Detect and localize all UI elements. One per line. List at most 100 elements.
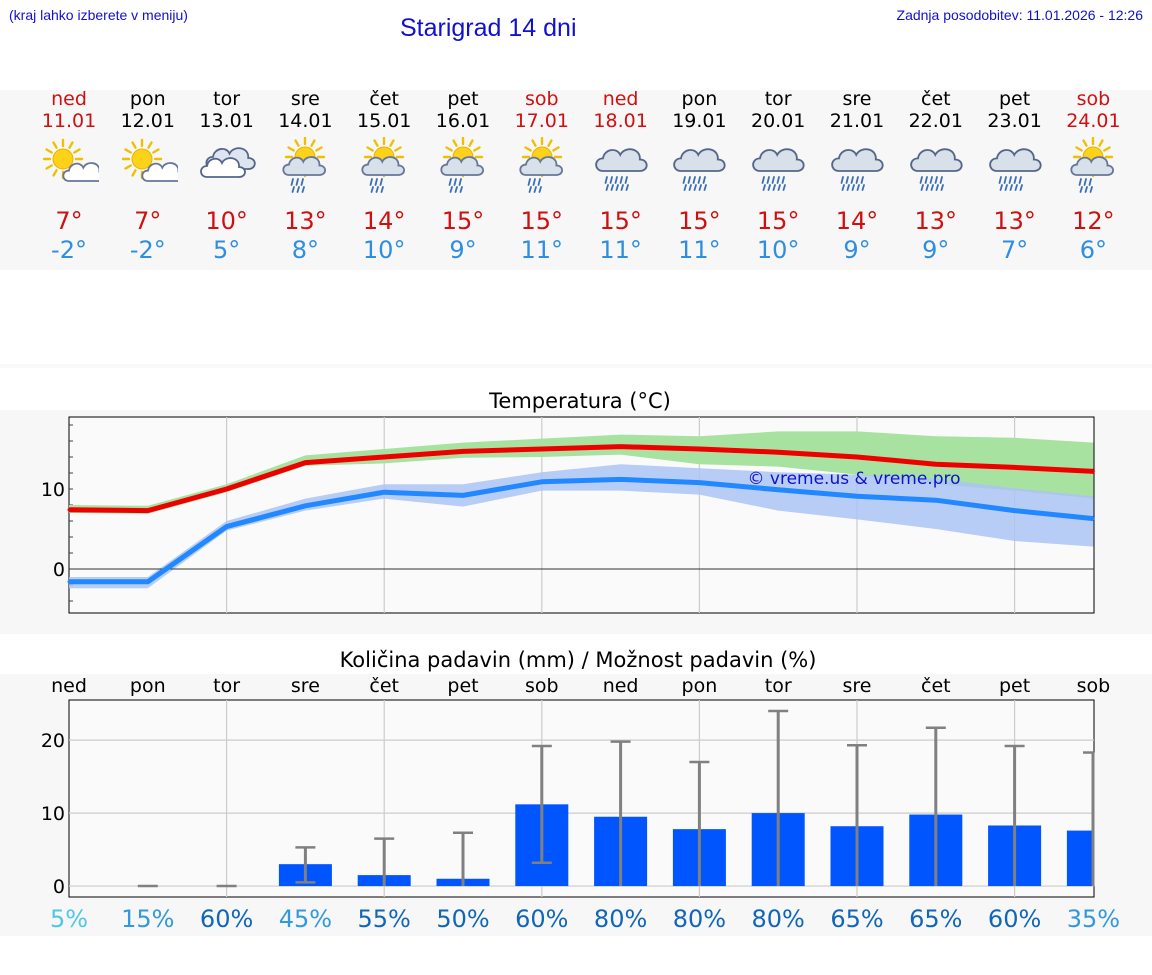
day-forecast: čet 22.01 13° 9° [896,88,976,265]
max-temperature-point [1091,469,1095,473]
day-forecast: čet 15.01 14° 10° [344,88,424,265]
precipitation-probability: 80% [752,905,805,933]
day-forecast: ned 11.01 7° -2° [29,88,109,265]
x-tick-label: pet [447,675,478,697]
max-temperature-point [1013,465,1017,469]
day-name: tor [213,88,241,110]
sun-rain-icon [344,137,424,207]
min-temperature-point [697,481,701,485]
precipitation-probability: 80% [673,905,726,933]
max-temperature-point [855,455,859,459]
temperature-chart-title: Temperatura (°C) [488,389,671,413]
cloudy-icon [187,137,267,207]
day-forecast: pon 12.01 7° -2° [108,88,188,265]
x-tick-label: tor [213,675,240,697]
day-forecast: sob 24.01 12° 6° [1053,88,1133,265]
forecast-band [0,90,1152,270]
x-tick-label: čet [921,675,951,697]
page-title: Starigrad 14 dni [400,14,577,42]
day-name: sre [290,88,320,110]
max-range-band [69,431,1094,514]
min-temperature: 9° [843,236,871,264]
y-tick-label: 10 [41,479,65,501]
max-temperature-point [697,447,701,451]
y-tick-label: 0 [53,876,65,898]
min-temperature-point [934,498,938,502]
day-forecast: sre 21.01 14° 9° [817,88,897,265]
min-temperature-point [146,580,150,584]
min-temperature: -2° [51,236,87,264]
day-name: čet [921,88,951,110]
min-temperature: 11° [678,236,721,264]
max-temperature-point [776,450,780,454]
day-date: 18.01 [593,110,648,132]
max-temperature: 13° [284,207,327,235]
precipitation-probability: 35% [1067,905,1120,933]
max-temperature: 12° [1072,207,1115,235]
max-temperature: 14° [362,207,406,235]
max-temperature: 15° [441,207,485,235]
max-temperature-point [67,508,71,512]
sun-cloud-icon [108,137,188,207]
min-temperature-point [619,477,623,481]
min-temperature: 11° [520,236,564,264]
precipitation-probability: 55% [358,905,411,933]
max-temperature: 15° [756,207,800,235]
day-name: sre [842,88,872,110]
day-forecast: sob 17.01 15° 11° [502,88,582,265]
precipitation-probability: 15% [121,905,174,933]
x-tick-label: tor [765,675,792,697]
max-temperature: 14° [835,207,879,235]
day-date: 13.01 [199,110,254,132]
x-tick-label: ned [603,675,639,697]
min-temperature-point [67,580,71,584]
sun-cloud-icon [29,137,109,207]
min-temperature-point [461,493,465,497]
max-temperature: 15° [599,207,642,235]
rain-cloud-icon [581,137,661,207]
y-tick-label: 0 [53,559,65,581]
min-temperature-point [855,494,859,498]
sun-rain-icon [265,137,345,207]
day-forecast: sre 14.01 13° 8° [265,88,345,265]
last-updated: Zadnja posodobitev: 11.01.2026 - 12:26 [896,7,1143,23]
day-name: pet [447,88,479,110]
max-temperature-point [225,487,229,491]
day-name: pet [998,88,1031,110]
day-date: 16.01 [435,110,491,132]
max-temperature-point [934,462,938,466]
min-temperature: 8° [291,236,320,264]
y-tick-label: 20 [41,730,65,752]
min-temperature: 9° [922,236,950,264]
min-temperature: 11° [599,236,642,264]
day-date: 11.01 [41,110,97,132]
precipitation-chart: Količina padavin (mm) / Možnost padavin … [41,648,1120,933]
min-temperature-line [69,476,1094,585]
rain-cloud-icon [896,137,976,207]
rain-cloud-icon [738,137,818,207]
day-name: ned [51,88,87,110]
x-tick-label: sre [843,675,872,697]
max-temperature-point [382,455,386,459]
day-date: 24.01 [1066,110,1121,132]
precipitation-probability: 60% [988,905,1041,933]
precipitation-probability: 60% [515,905,568,933]
x-tick-label: čet [369,675,399,697]
day-date: 21.01 [829,110,885,132]
sun-rain-icon [1053,137,1133,207]
rain-cloud-icon [817,137,897,207]
location-menu-hint[interactable]: (kraj lahko izberete v meniju) [9,7,188,23]
x-tick-label: sre [291,675,320,697]
min-temperature: -2° [129,236,166,264]
day-forecast: tor 13.01 10° 5° [187,88,267,265]
day-name: tor [764,88,792,110]
max-temperature: 7° [55,207,83,235]
max-temperature-line [68,444,1094,514]
day-name: ned [602,88,639,110]
precipitation-probability: 65% [909,905,962,933]
x-tick-label: pon [682,675,718,697]
max-temperature-point [303,461,307,465]
max-temperature-point [619,445,623,449]
max-temperature-point [146,509,150,513]
precipitation-probability: 5% [50,905,88,933]
